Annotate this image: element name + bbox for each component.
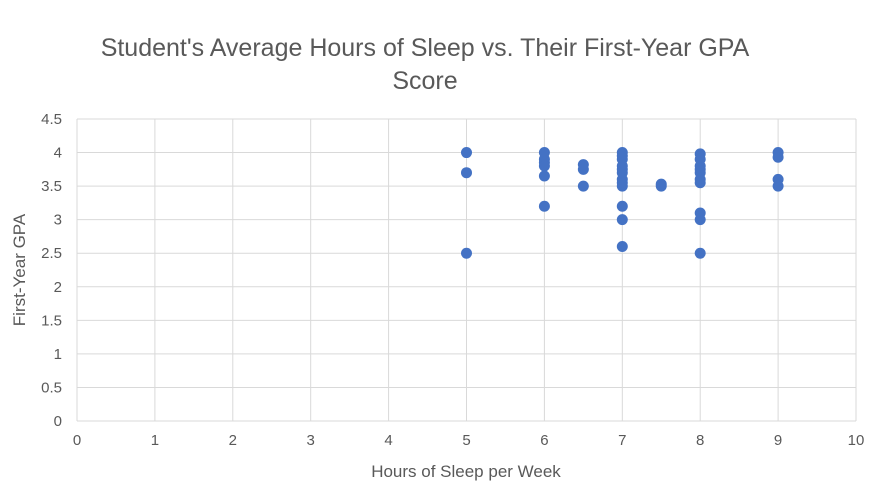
data-point [616, 214, 628, 226]
y-tick-label: 2 [54, 279, 62, 296]
x-axis-tick-labels: 0 1 2 3 4 5 6 7 8 9 10 [73, 432, 865, 449]
x-tick-label: 0 [73, 432, 81, 449]
data-point [461, 167, 472, 179]
x-tick-label: 2 [229, 432, 237, 449]
y-tick-label: 3.5 [41, 178, 62, 195]
data-point [538, 170, 550, 182]
y-tick-label: 0.5 [41, 379, 62, 396]
x-tick-label: 8 [696, 432, 704, 449]
chart-title-line-1: Student's Average Hours of Sleep vs. The… [101, 34, 750, 62]
x-tick-label: 1 [151, 432, 159, 449]
y-axis-title: First-Year GPA [10, 213, 29, 326]
data-point [694, 177, 706, 189]
data-point [616, 200, 628, 212]
x-tick-label: 6 [540, 432, 548, 449]
y-tick-label: 1 [54, 346, 62, 363]
x-tick-label: 5 [462, 432, 470, 449]
y-tick-label: 3 [54, 212, 62, 229]
x-tick-label: 3 [307, 432, 315, 449]
data-points [461, 147, 784, 259]
data-point [616, 180, 628, 192]
x-tick-label: 9 [774, 432, 782, 449]
data-point [772, 180, 784, 192]
data-point [694, 247, 706, 259]
x-tick-label: 4 [384, 432, 392, 449]
data-point [577, 180, 589, 192]
x-axis-title: Hours of Sleep per Week [371, 462, 561, 481]
data-point [577, 163, 589, 175]
data-point [538, 160, 550, 172]
x-tick-label: 10 [848, 432, 865, 449]
y-tick-label: 4 [54, 145, 62, 162]
data-point [616, 241, 628, 253]
data-point [538, 200, 550, 212]
y-tick-label: 0 [54, 413, 62, 430]
data-point [694, 214, 706, 226]
data-point [655, 180, 667, 192]
y-axis-tick-labels: 0 0.5 1 1.5 2 2.5 3 3.5 4 4.5 [41, 111, 62, 430]
x-tick-label: 7 [618, 432, 626, 449]
data-point [461, 147, 472, 159]
y-tick-label: 1.5 [41, 312, 62, 329]
y-tick-label: 4.5 [41, 111, 62, 128]
data-point [461, 247, 472, 259]
y-tick-label: 2.5 [41, 245, 62, 262]
chart-title-line-2: Score [392, 67, 457, 95]
data-point [772, 151, 784, 163]
